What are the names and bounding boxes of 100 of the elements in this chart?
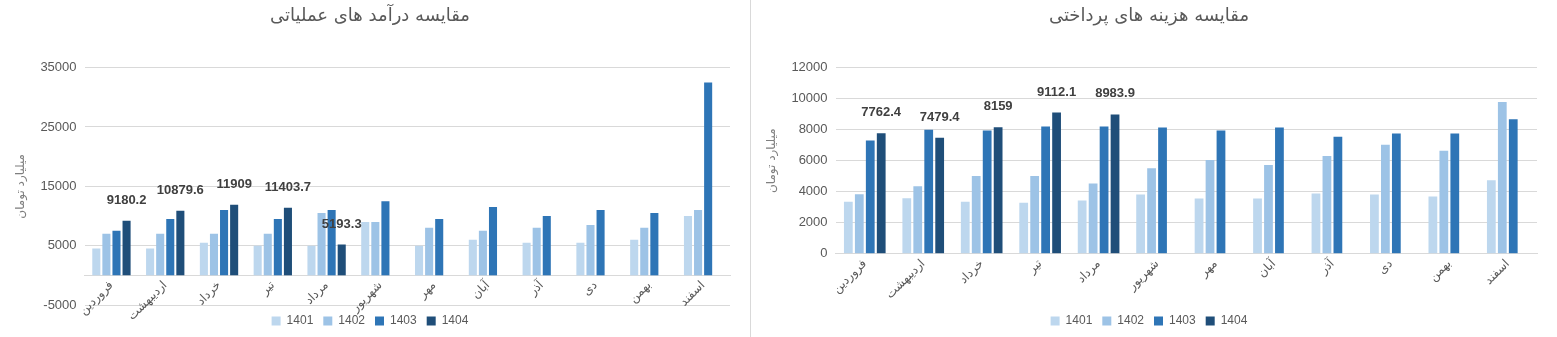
y-tick-label: 25000	[40, 118, 77, 134]
bar	[1333, 136, 1343, 254]
y-tick-label: 4000	[798, 183, 828, 199]
x-tick-label: تیر	[1024, 256, 1046, 278]
bar	[522, 242, 531, 276]
x-tick-label: خرداد	[193, 277, 225, 309]
bar	[102, 233, 111, 276]
data-label: 8159	[983, 98, 1013, 114]
bar	[1311, 193, 1321, 254]
y-axis-title: میلیارد تومان	[764, 128, 780, 194]
bar	[694, 210, 703, 276]
bar	[199, 242, 208, 276]
bar	[1253, 198, 1262, 254]
x-tick-label: اردیبهشت	[882, 256, 929, 302]
x-tick-label: آبان	[1254, 255, 1279, 280]
data-label: 11909	[216, 175, 252, 191]
bar	[230, 204, 239, 276]
bar	[1381, 144, 1390, 254]
x-tick-label: بهمن	[1426, 256, 1455, 285]
bar	[92, 248, 101, 276]
bar	[1486, 180, 1496, 254]
y-axis-title: میلیارد تومان	[13, 153, 29, 219]
y-tick-label: 5000	[47, 237, 77, 253]
legend-label: 1403	[1169, 313, 1197, 328]
bar	[1370, 194, 1379, 254]
bar	[982, 130, 992, 254]
bar	[843, 201, 853, 254]
bar	[415, 245, 424, 276]
bar	[1158, 127, 1167, 254]
y-tick-label: 6000	[798, 152, 828, 168]
x-tick-label: مهر	[414, 277, 440, 303]
bar	[960, 201, 970, 254]
x-tick-label: بهمن	[626, 277, 655, 307]
bar	[854, 194, 864, 254]
bar	[935, 137, 945, 254]
bar	[1264, 165, 1273, 254]
y-tick-label: 12000	[791, 59, 828, 75]
bar	[307, 245, 316, 276]
data-label: 9180.2	[106, 191, 147, 207]
bar	[913, 186, 923, 254]
bar	[1052, 112, 1061, 254]
bar	[876, 133, 886, 254]
bar	[640, 227, 649, 276]
bar	[283, 207, 292, 276]
bar	[1391, 133, 1401, 254]
legend-label: 1404	[1220, 313, 1248, 328]
y-tick-label: 0	[820, 245, 828, 261]
chart-title: مقایسه هزینه های پرداختی	[1048, 4, 1250, 27]
bar	[1077, 200, 1087, 254]
bar	[542, 215, 551, 276]
data-label: 10879.6	[156, 181, 204, 197]
bar	[1497, 102, 1507, 254]
bar	[1088, 183, 1098, 254]
x-tick-label: مهر	[1196, 256, 1221, 281]
bar	[122, 220, 131, 276]
x-tick-label: مرداد	[301, 277, 332, 308]
bar	[425, 227, 434, 276]
x-tick-label: دی	[1374, 256, 1396, 277]
x-tick-label: شهریور	[1124, 256, 1163, 295]
x-tick-label: مرداد	[1073, 256, 1104, 287]
bar	[902, 198, 912, 254]
bar	[650, 213, 659, 276]
x-tick-label: فروردین	[829, 256, 870, 297]
bar	[1110, 114, 1120, 254]
data-label: 7479.4	[919, 108, 961, 124]
data-label: 7762.4	[861, 104, 902, 120]
data-label: 8983.9	[1095, 85, 1135, 101]
chart-title: مقایسه درآمد های عملیاتی	[269, 3, 471, 26]
bar	[146, 248, 155, 276]
x-tick-label: فروردین	[76, 277, 117, 318]
bar	[263, 233, 272, 276]
x-tick-label: خرداد	[956, 256, 987, 287]
bar	[1428, 196, 1438, 254]
bar	[576, 242, 585, 276]
bar	[1275, 127, 1284, 254]
bar	[924, 129, 934, 254]
y-tick-label: 35000	[40, 59, 77, 75]
bar	[381, 201, 390, 276]
bar	[1194, 198, 1204, 254]
bar	[112, 230, 121, 276]
bar	[209, 233, 219, 276]
x-tick-label: تیر	[256, 277, 278, 299]
bar	[596, 210, 605, 276]
bar	[865, 140, 875, 254]
bar	[1508, 119, 1518, 254]
legend-label: 1404	[441, 313, 469, 328]
legend-label: 1401	[1065, 313, 1093, 328]
bar	[371, 221, 380, 276]
x-tick-label: اسفند	[1481, 256, 1513, 288]
bar	[488, 207, 498, 276]
data-label: 9112.1	[1037, 83, 1077, 99]
bar	[532, 227, 541, 276]
bar	[273, 218, 282, 276]
y-tick-label: 2000	[798, 214, 828, 230]
x-tick-label: شهریور	[347, 277, 386, 316]
x-tick-label: آذر	[524, 276, 548, 300]
bar	[1216, 130, 1226, 254]
bar	[971, 175, 981, 254]
y-tick-label: 15000	[40, 177, 77, 193]
legend-label: 1402	[338, 313, 366, 328]
